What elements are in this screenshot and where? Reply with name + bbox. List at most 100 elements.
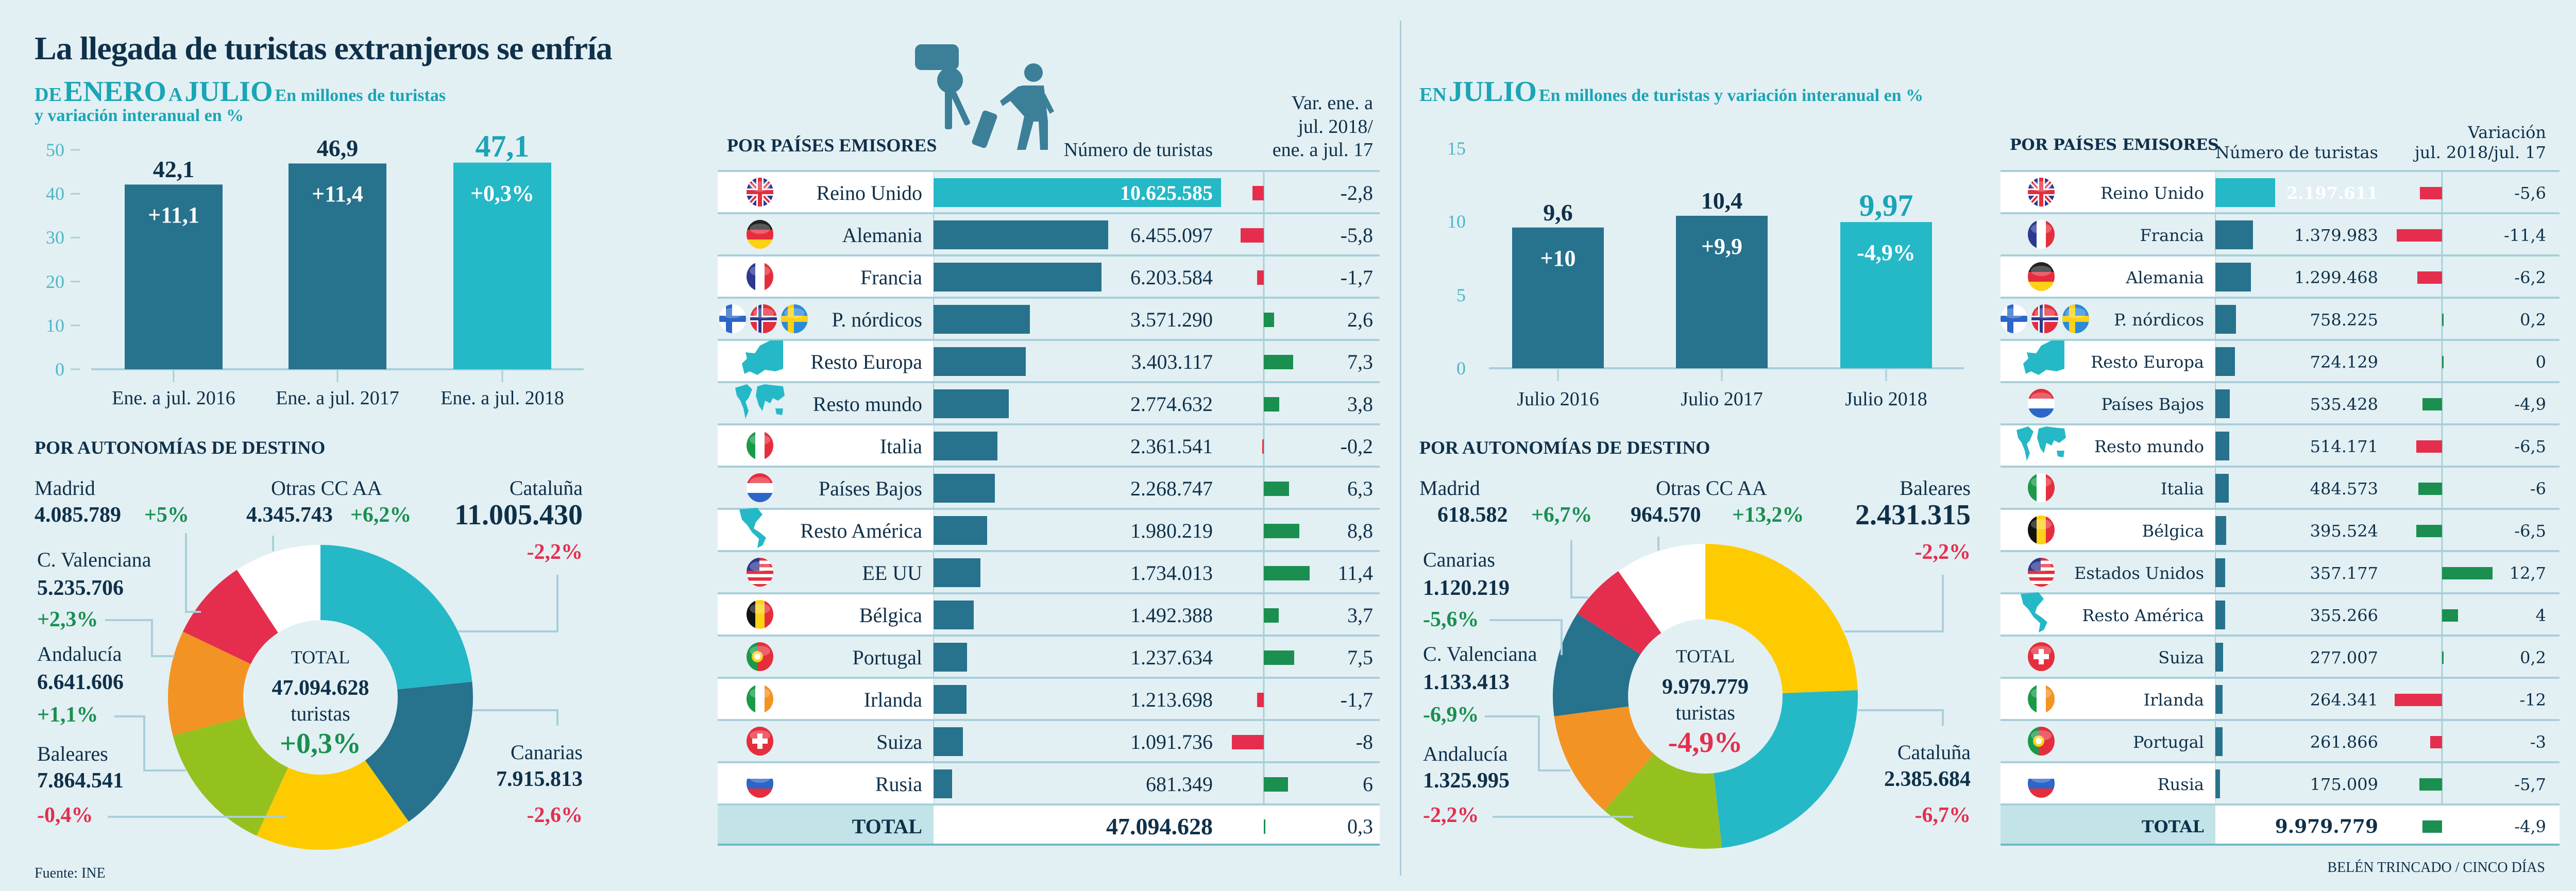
nl-flag-icon bbox=[746, 473, 774, 503]
tourist-count: 2.268.747 bbox=[1130, 477, 1213, 500]
table-row: Irlanda 1.213.698 -1,7 bbox=[718, 677, 1380, 719]
table-row: Bélgica 1.492.388 3,7 bbox=[718, 592, 1380, 635]
country-cell bbox=[718, 806, 934, 844]
table-row: P. nórdicos 3.571.290 2,6 bbox=[718, 297, 1380, 339]
table-row: Suiza 277.007 0,2 bbox=[2001, 635, 2560, 677]
table-row: Italia 484.573 -6 bbox=[2001, 466, 2560, 508]
country-name: Estados Unidos bbox=[2074, 563, 2204, 583]
region-name: Cataluña bbox=[509, 476, 583, 500]
variation-value: 0 bbox=[2535, 352, 2546, 372]
ie-flag-icon bbox=[2027, 684, 2055, 714]
section-mid: A bbox=[168, 84, 183, 106]
region-name: Madrid bbox=[35, 476, 95, 500]
country-name: Resto Europa bbox=[810, 350, 922, 373]
count-bar bbox=[934, 347, 1026, 376]
region-value: 618.582 bbox=[1437, 503, 1508, 527]
x-tick-label: Ene. a jul. 2017 bbox=[276, 387, 399, 409]
region-value: 5.235.706 bbox=[37, 576, 124, 600]
y-tick-label: 15 bbox=[1447, 138, 1466, 159]
tourist-count: 355.266 bbox=[2310, 606, 2378, 625]
donut-center-variation: -4,9% bbox=[1668, 727, 1743, 759]
table-row: Rusia 175.009 -5,7 bbox=[2001, 761, 2560, 803]
table-row: Bélgica 395.524 -6,5 bbox=[2001, 508, 2560, 550]
uk-flag-icon bbox=[746, 177, 774, 207]
it-flag-icon bbox=[746, 431, 774, 460]
column-header-variation-line: jul. 2018/ bbox=[1298, 115, 1373, 138]
ch-flag-icon bbox=[746, 726, 774, 756]
tourist-count: 2.197.611 bbox=[2286, 183, 2378, 203]
variation-value: -11,4 bbox=[2503, 226, 2546, 245]
variation-value: 4 bbox=[2535, 606, 2546, 625]
bar-value-label: 10,4 bbox=[1701, 187, 1743, 214]
section-subtitle: En millones de turistas bbox=[275, 86, 446, 105]
table-row: Portugal 1.237.634 7,5 bbox=[718, 635, 1380, 677]
column-header-variation-line: ene. a jul. 17 bbox=[1272, 139, 1373, 161]
ch-flag-icon bbox=[2027, 642, 2055, 672]
country-name: Países Bajos bbox=[818, 477, 922, 500]
country-name: Bélgica bbox=[2142, 521, 2204, 541]
table-row: Suiza 1.091.736 -8 bbox=[718, 719, 1380, 761]
count-bar bbox=[934, 389, 1009, 418]
country-name: Resto Europa bbox=[2091, 352, 2204, 372]
y-tick-label: 50 bbox=[46, 140, 64, 160]
world-map-flag-icon bbox=[2015, 422, 2067, 464]
variation-bar bbox=[2419, 187, 2442, 199]
column-header-variation-line: jul. 2018/jul. 17 bbox=[2414, 142, 2546, 162]
x-tick-label: Ene. a jul. 2016 bbox=[112, 387, 235, 409]
variation-value: -5,6 bbox=[2514, 183, 2546, 203]
variation-bar bbox=[2416, 440, 2442, 453]
count-bar bbox=[934, 727, 963, 756]
pt-flag-icon bbox=[746, 642, 774, 672]
country-name: Irlanda bbox=[2143, 690, 2204, 710]
donut-slice bbox=[173, 716, 289, 836]
region-variation: -2,6% bbox=[527, 803, 583, 827]
donut-slice bbox=[1554, 706, 1654, 811]
leader-line bbox=[458, 575, 558, 632]
variation-bar bbox=[2422, 398, 2442, 410]
region-value: 7.915.813 bbox=[496, 767, 583, 791]
variation-value: 3,7 bbox=[1347, 604, 1373, 627]
region-value: 2.385.684 bbox=[1884, 767, 1971, 791]
section-subtitle-line2: y variación interanual en % bbox=[35, 106, 244, 125]
region-variation: +6,7% bbox=[1531, 503, 1592, 527]
variation-bar bbox=[2417, 271, 2442, 284]
table-row: Países Bajos 2.268.747 6,3 bbox=[718, 466, 1380, 508]
region-name: Andalucía bbox=[1423, 742, 1508, 765]
variation-value: 0,3 bbox=[1347, 815, 1373, 838]
donut-center-total: 9.979.779 bbox=[1662, 675, 1749, 699]
table-row: Rusia 681.349 6 bbox=[718, 761, 1380, 803]
bar-value-label: 46,9 bbox=[316, 135, 359, 162]
leader-line bbox=[1858, 709, 1944, 726]
bar-variation-label: +0,3% bbox=[470, 180, 535, 206]
variation-bar bbox=[2442, 356, 2444, 368]
region-value: 1.325.995 bbox=[1423, 769, 1510, 793]
count-bar bbox=[934, 558, 981, 587]
table-row: Reino Unido 2.197.611 -5,6 bbox=[2001, 170, 2560, 212]
region-variation: -2,2% bbox=[1914, 540, 1971, 564]
region-variation: +13,2% bbox=[1732, 503, 1804, 527]
leader-line bbox=[185, 533, 201, 613]
x-tick-label: Julio 2018 bbox=[1845, 388, 1927, 410]
column-header-variation-line: Variación bbox=[2468, 123, 2546, 143]
donut-slice bbox=[1714, 690, 1858, 848]
donut-center-unit: turistas bbox=[1675, 701, 1735, 724]
table-row: Resto mundo 2.774.632 3,8 bbox=[718, 381, 1380, 423]
variation-value: 0,2 bbox=[2520, 648, 2546, 667]
donut-center-total: 47.094.628 bbox=[272, 676, 369, 700]
count-bar bbox=[934, 432, 997, 460]
nordic-flag-icon bbox=[2000, 304, 2090, 334]
variation-bar bbox=[1264, 650, 1294, 665]
leader-line bbox=[1570, 540, 1588, 598]
country-name: Resto mundo bbox=[2094, 437, 2204, 456]
count-bar bbox=[934, 516, 987, 545]
variation-bar bbox=[1231, 735, 1264, 749]
variation-bar bbox=[2430, 736, 2442, 748]
variation-bar bbox=[2442, 609, 2458, 622]
country-name: Resto América bbox=[2082, 606, 2204, 625]
variation-bar bbox=[2422, 820, 2442, 833]
tourist-count: 681.349 bbox=[1146, 773, 1213, 796]
table-row: Alemania 1.299.468 -6,2 bbox=[2001, 254, 2560, 297]
count-bar bbox=[934, 474, 995, 503]
fr-flag-icon bbox=[746, 262, 774, 292]
variation-bar bbox=[2442, 652, 2444, 664]
